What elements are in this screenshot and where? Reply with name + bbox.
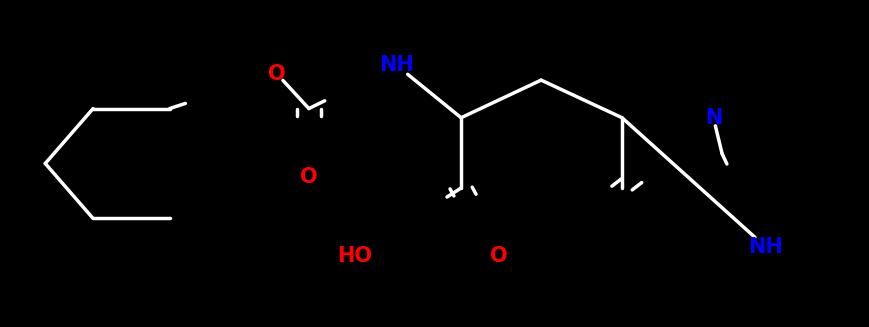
Text: HO: HO [337, 246, 372, 266]
Text: NH: NH [747, 237, 782, 257]
Text: O: O [300, 166, 317, 187]
Text: NH: NH [379, 55, 414, 76]
Text: O: O [268, 63, 285, 84]
Text: O: O [489, 246, 507, 266]
Text: N: N [704, 108, 721, 128]
